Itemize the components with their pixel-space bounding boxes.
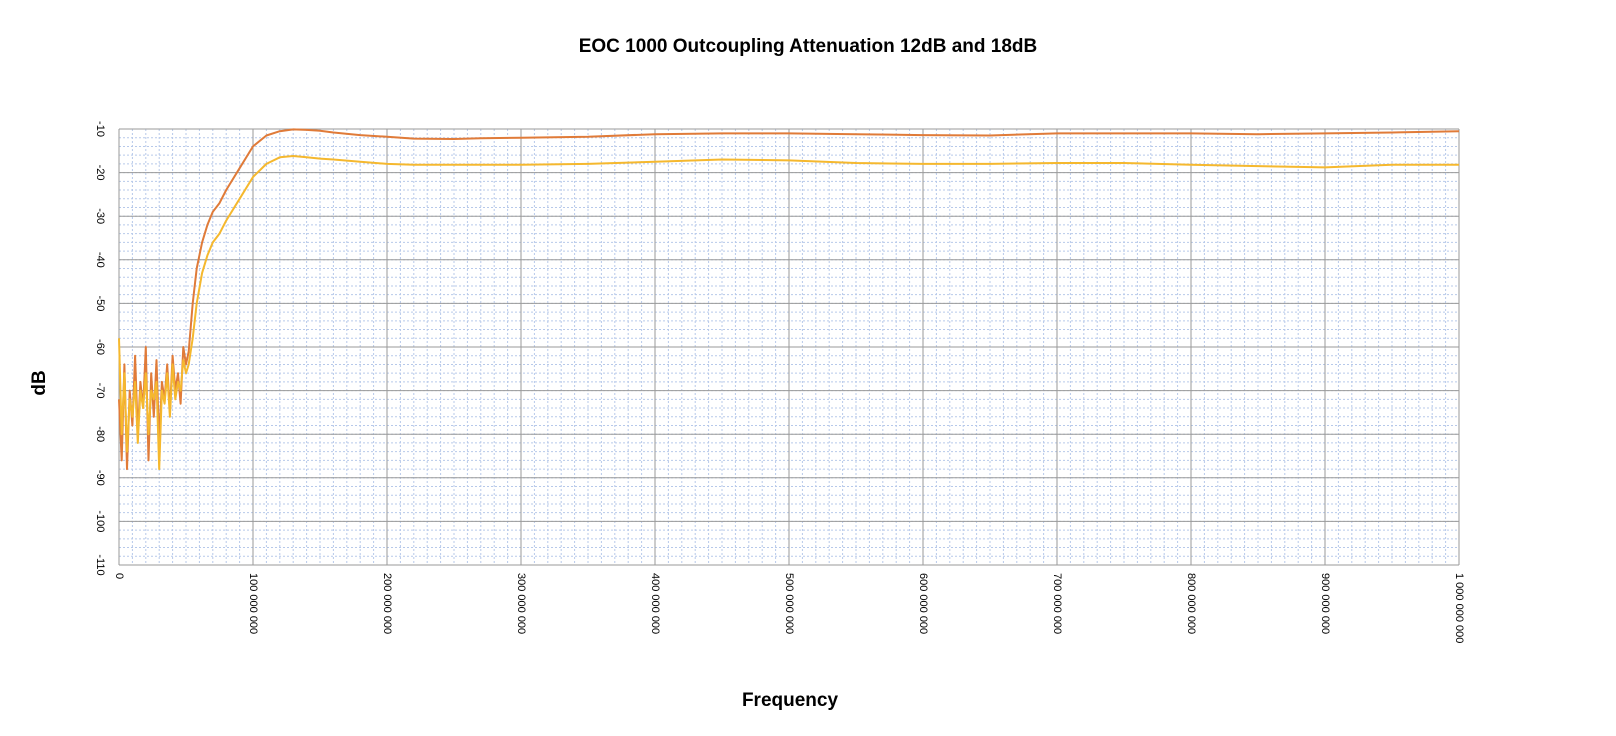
x-tick-label: 200 000 000 [381, 573, 393, 634]
x-tick-label: 700 000 000 [1051, 573, 1063, 634]
series-layer [118, 128, 1460, 471]
x-tick-label: 900 000 000 [1319, 573, 1331, 634]
y-tick-label: -30 [94, 208, 106, 224]
chart-title: EOC 1000 Outcoupling Attenuation 12dB an… [578, 36, 1038, 57]
y-tick-label: -90 [94, 470, 106, 486]
y-tick-labels: -10 -20 -30 -40 -50 -60 -70 -80 -90 -100 -110 [94, 121, 106, 576]
series-line-2 [118, 155, 1459, 471]
y-tick-label: -40 [94, 252, 106, 268]
x-axis-label: Frequency [741, 690, 839, 711]
x-tick-label: 0 [113, 573, 125, 579]
y-tick-label: -20 [94, 165, 106, 181]
y-tick-label: -70 [94, 383, 106, 399]
x-tick-label: 300 000 000 [515, 573, 527, 634]
y-tick-label: -110 [94, 554, 106, 575]
x-tick-label: 100 000 000 [247, 573, 259, 634]
x-tick-label: 500 000 000 [783, 573, 795, 634]
y-tick-label: -100 [94, 510, 106, 532]
x-tick-label: 600 000 000 [917, 573, 929, 634]
y-tick-label: -10 [94, 121, 106, 137]
y-tick-label: -60 [94, 339, 106, 355]
series-line-1 [118, 128, 1460, 471]
y-tick-label: -50 [94, 295, 106, 311]
x-tick-label: 1 000 000 000 [1453, 573, 1465, 643]
y-tick-label: -80 [94, 426, 106, 442]
x-tick-labels: 0 100 000 000 200 000 000 300 000 000 400 00… [113, 573, 1465, 643]
major-grid [118, 128, 1460, 566]
x-tick-label: 800 000 000 [1185, 573, 1197, 634]
x-tick-label: 400 000 000 [649, 573, 661, 634]
